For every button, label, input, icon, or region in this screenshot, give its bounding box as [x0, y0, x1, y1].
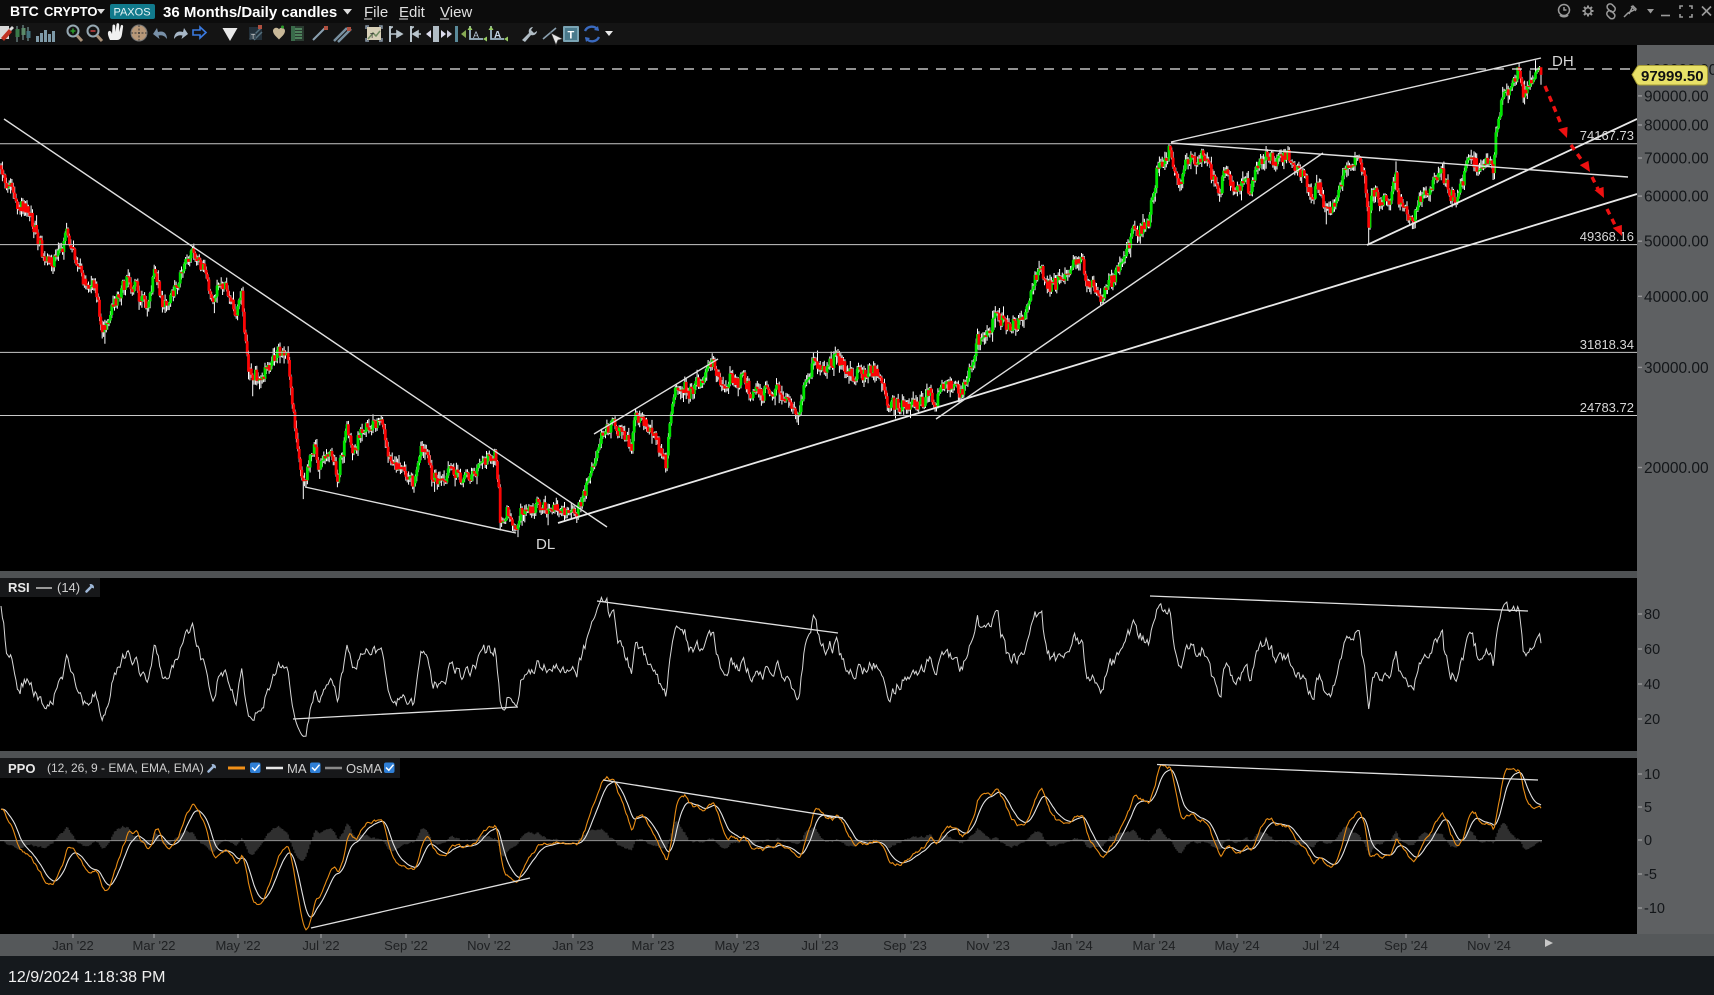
svg-text:97999.50: 97999.50 [1641, 68, 1704, 85]
svg-text:CRYPTO: CRYPTO [44, 4, 97, 19]
svg-text:Nov '24: Nov '24 [1467, 938, 1511, 953]
svg-text:40000.00: 40000.00 [1644, 289, 1709, 306]
svg-text:80: 80 [1644, 607, 1660, 623]
svg-text:A: A [494, 30, 501, 41]
svg-text:PPO: PPO [8, 761, 35, 776]
svg-text:Jul '22: Jul '22 [302, 938, 339, 953]
svg-text:40: 40 [1644, 677, 1660, 693]
svg-text:5: 5 [1644, 800, 1652, 816]
svg-text:Jan '22: Jan '22 [52, 938, 94, 953]
svg-text:90000.00: 90000.00 [1644, 88, 1709, 105]
svg-text:60: 60 [1644, 642, 1660, 658]
svg-text:May '22: May '22 [215, 938, 260, 953]
svg-text:T: T [370, 33, 375, 40]
svg-text:Mar '23: Mar '23 [632, 938, 675, 953]
svg-text:(12, 26, 9 - EMA, EMA, EMA): (12, 26, 9 - EMA, EMA, EMA) [47, 761, 204, 775]
svg-text:Edit: Edit [399, 4, 426, 21]
svg-text:May '24: May '24 [1214, 938, 1259, 953]
svg-text:30000.00: 30000.00 [1644, 360, 1709, 377]
svg-text:Mar '22: Mar '22 [133, 938, 176, 953]
svg-text:OsMA: OsMA [346, 761, 382, 776]
svg-text:PAXOS: PAXOS [113, 7, 150, 19]
svg-text:74167.73: 74167.73 [1580, 128, 1634, 143]
svg-text:24783.72: 24783.72 [1580, 400, 1634, 415]
svg-text:0: 0 [1644, 833, 1652, 849]
svg-text:RSI: RSI [8, 580, 30, 595]
svg-text:50000.00: 50000.00 [1644, 234, 1709, 251]
svg-text:BTC: BTC [10, 3, 39, 19]
svg-text:31818.34: 31818.34 [1580, 337, 1634, 352]
svg-text:49368.16: 49368.16 [1580, 229, 1634, 244]
svg-text:80000.00: 80000.00 [1644, 118, 1709, 135]
svg-text:Sep '24: Sep '24 [1384, 938, 1428, 953]
svg-text:10: 10 [1644, 767, 1660, 783]
svg-text:60000.00: 60000.00 [1644, 189, 1709, 206]
svg-text:Jul '23: Jul '23 [801, 938, 838, 953]
svg-text:Sep '22: Sep '22 [384, 938, 428, 953]
svg-text:20: 20 [1644, 712, 1660, 728]
svg-text:Mar '24: Mar '24 [1133, 938, 1176, 953]
svg-text:View: View [440, 4, 472, 21]
svg-text:A: A [473, 30, 479, 40]
svg-text:May '23: May '23 [714, 938, 759, 953]
svg-text:36 Months/Daily candles: 36 Months/Daily candles [163, 4, 337, 21]
svg-text:DL: DL [536, 536, 555, 553]
svg-text:MA: MA [287, 761, 307, 776]
svg-text:File: File [364, 4, 388, 21]
svg-text:(14): (14) [57, 580, 80, 595]
svg-text:Jul '24: Jul '24 [1302, 938, 1339, 953]
svg-text:-5: -5 [1644, 867, 1657, 883]
svg-text:70000.00: 70000.00 [1644, 151, 1709, 168]
svg-text:Nov '23: Nov '23 [966, 938, 1010, 953]
svg-text:Jan '24: Jan '24 [1051, 938, 1093, 953]
svg-text:-10: -10 [1644, 901, 1665, 917]
svg-text:Nov '22: Nov '22 [467, 938, 511, 953]
svg-text:T: T [568, 30, 575, 42]
svg-text:12/9/2024 1:18:38 PM: 12/9/2024 1:18:38 PM [8, 969, 165, 986]
svg-text:20000.00: 20000.00 [1644, 460, 1709, 477]
svg-text:T: T [251, 34, 256, 41]
svg-text:DH: DH [1552, 53, 1574, 70]
svg-text:Sep '23: Sep '23 [883, 938, 927, 953]
svg-text:Jan '23: Jan '23 [552, 938, 594, 953]
